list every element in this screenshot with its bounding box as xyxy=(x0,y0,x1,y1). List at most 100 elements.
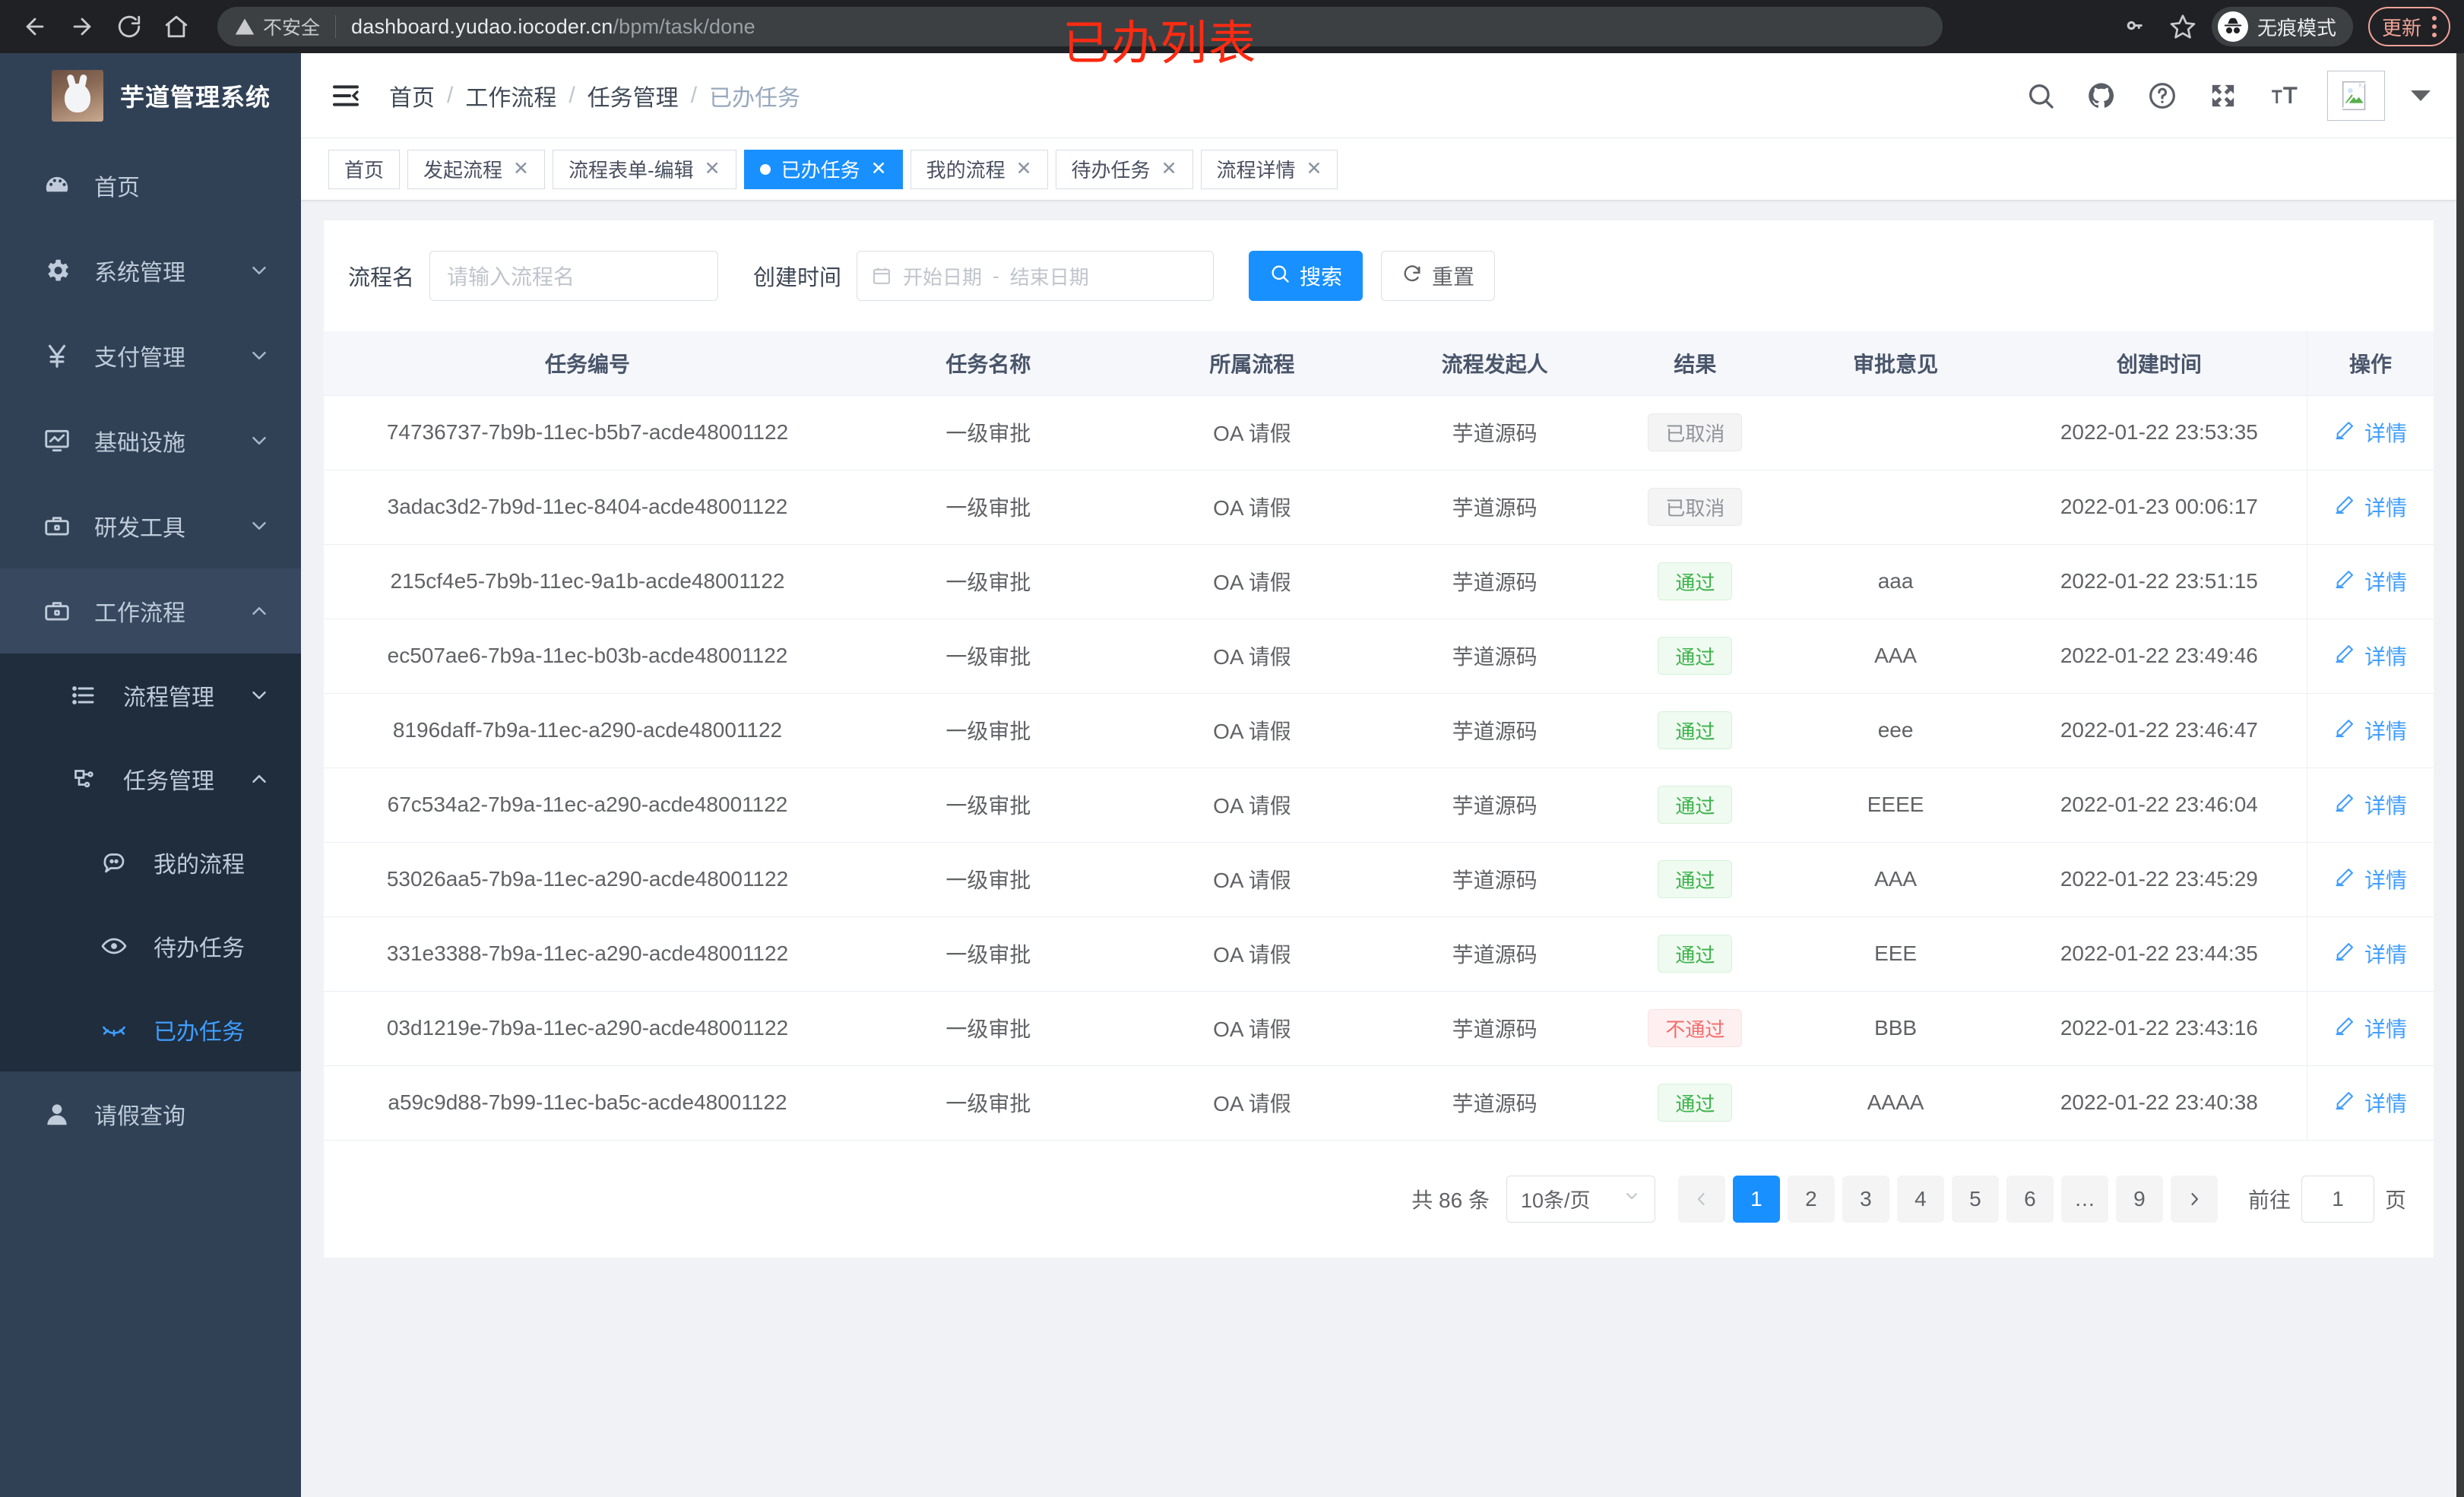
table-row: 331e3388-7b9a-11ec-a290-acde48001122 一级审批… xyxy=(324,916,2434,992)
active-dot-icon xyxy=(759,163,771,175)
sidebar-item-my-process[interactable]: 我的流程 xyxy=(0,821,301,904)
goto-page-input[interactable]: 1 xyxy=(2301,1175,2374,1223)
workflow-submenu: 流程管理 任务管理 xyxy=(0,654,301,1071)
cell-task-name: 一级审批 xyxy=(851,693,1126,768)
next-page-button[interactable] xyxy=(2170,1175,2218,1223)
sidebar-item-label: 首页 xyxy=(94,176,140,201)
brand[interactable]: 芋道管理系统 xyxy=(0,53,301,138)
menu-collapse-icon[interactable] xyxy=(328,78,363,113)
page-button-3[interactable]: 3 xyxy=(1842,1175,1889,1223)
sidebar-item-todo-task[interactable]: 待办任务 xyxy=(0,904,301,988)
forward-icon[interactable] xyxy=(62,7,102,46)
close-icon[interactable]: ✕ xyxy=(1161,158,1177,179)
browser-menu-icon[interactable] xyxy=(2432,16,2437,37)
close-icon[interactable]: ✕ xyxy=(870,158,887,179)
detail-link[interactable]: 详情 xyxy=(2334,938,2407,969)
help-icon[interactable] xyxy=(2145,78,2180,113)
sidebar-item-task-management[interactable]: 任务管理 xyxy=(0,737,301,821)
tab-process-form-edit[interactable]: 流程表单-编辑 ✕ xyxy=(552,149,736,189)
process-name-placeholder: 请输入流程名 xyxy=(447,265,575,289)
avatar[interactable] xyxy=(2327,70,2385,121)
list-icon xyxy=(70,682,111,709)
cell-created: 2022-01-22 23:49:46 xyxy=(2011,619,2307,694)
sidebar-item-system[interactable]: 系统管理 xyxy=(0,228,301,313)
tab-my-process[interactable]: 我的流程 ✕ xyxy=(910,149,1048,189)
gear-icon xyxy=(43,256,84,285)
sidebar-item-payment[interactable]: 支付管理 xyxy=(0,313,301,398)
prev-page-button[interactable] xyxy=(1677,1175,1725,1223)
content-card: 流程名 请输入流程名 创建时间 开始日期 - 结束日期 xyxy=(324,220,2434,1258)
password-key-icon[interactable] xyxy=(2117,8,2154,45)
detail-label: 详情 xyxy=(2364,422,2407,445)
briefcase-icon xyxy=(43,597,84,625)
tab-label: 流程表单-编辑 xyxy=(568,159,694,182)
page-ellipsis[interactable]: … xyxy=(2060,1175,2108,1223)
tab-todo-task[interactable]: 待办任务 ✕ xyxy=(1055,149,1193,189)
cell-initiator: 芋道源码 xyxy=(1378,619,1611,694)
edit-icon xyxy=(2334,792,2355,818)
page-button-9[interactable]: 9 xyxy=(2115,1175,2163,1223)
tab-home[interactable]: 首页 xyxy=(328,149,401,189)
close-icon[interactable]: ✕ xyxy=(1306,158,1322,179)
breadcrumb-item-2[interactable]: 任务管理 xyxy=(587,85,679,111)
detail-link[interactable]: 详情 xyxy=(2334,492,2407,522)
search-icon[interactable] xyxy=(2023,78,2058,113)
close-icon[interactable]: ✕ xyxy=(513,158,529,179)
sidebar-item-workflow[interactable]: 工作流程 xyxy=(0,568,301,654)
sidebar-item-home[interactable]: 首页 xyxy=(0,143,301,228)
detail-link[interactable]: 详情 xyxy=(2334,715,2407,745)
tab-start-process[interactable]: 发起流程 ✕ xyxy=(407,149,545,189)
sidebar-item-leave-query[interactable]: 请假查询 xyxy=(0,1071,301,1157)
close-icon[interactable]: ✕ xyxy=(1015,158,1032,179)
col-initiator: 流程发起人 xyxy=(1378,331,1611,396)
bookmark-star-icon[interactable] xyxy=(2165,8,2201,45)
font-size-icon[interactable] xyxy=(2266,78,2301,113)
status-badge: 通过 xyxy=(1658,860,1733,898)
sidebar-item-infrastructure[interactable]: 基础设施 xyxy=(0,398,301,483)
tab-done-task[interactable]: 已办任务 ✕ xyxy=(743,149,903,189)
goto-page: 前往 1 页 xyxy=(2248,1175,2406,1223)
process-name-input[interactable]: 请输入流程名 xyxy=(429,251,719,301)
page-button-2[interactable]: 2 xyxy=(1787,1175,1835,1223)
cell-created: 2022-01-22 23:45:29 xyxy=(2011,842,2307,917)
page-button-6[interactable]: 6 xyxy=(2006,1175,2054,1223)
create-time-range-picker[interactable]: 开始日期 - 结束日期 xyxy=(857,251,1215,301)
detail-link[interactable]: 详情 xyxy=(2334,417,2407,448)
cell-process: OA 请假 xyxy=(1125,916,1379,992)
detail-link[interactable]: 详情 xyxy=(2334,790,2407,820)
page-button-4[interactable]: 4 xyxy=(1896,1175,1944,1223)
detail-link[interactable]: 详情 xyxy=(2334,566,2407,597)
page-size-select[interactable]: 10条/页 xyxy=(1506,1175,1655,1223)
github-icon[interactable] xyxy=(2084,78,2119,113)
reload-icon[interactable] xyxy=(109,7,149,46)
sidebar-item-done-task[interactable]: 已办任务 xyxy=(0,988,301,1071)
cell-initiator: 芋道源码 xyxy=(1378,842,1611,917)
security-indicator[interactable]: 不安全 xyxy=(234,13,320,40)
breadcrumb-item-1[interactable]: 工作流程 xyxy=(465,85,557,111)
cell-opinion: AAA xyxy=(1779,842,2012,917)
detail-link[interactable]: 详情 xyxy=(2334,864,2407,894)
page-button-1[interactable]: 1 xyxy=(1732,1175,1780,1223)
tab-process-detail[interactable]: 流程详情 ✕ xyxy=(1200,149,1338,189)
search-button[interactable]: 搜索 xyxy=(1249,251,1363,301)
address-bar[interactable]: 不安全 dashboard.yudao.iocoder.cn/bpm/task/… xyxy=(217,7,1943,46)
fullscreen-icon[interactable] xyxy=(2206,78,2241,113)
sidebar-item-process-management[interactable]: 流程管理 xyxy=(0,654,301,737)
chevron-down-icon[interactable] xyxy=(2411,90,2431,101)
incognito-indicator[interactable]: 无痕模式 xyxy=(2211,7,2353,46)
chevron-down-icon xyxy=(1623,1187,1641,1211)
detail-link[interactable]: 详情 xyxy=(2334,1013,2407,1043)
home-icon[interactable] xyxy=(157,7,196,46)
user-icon xyxy=(43,1100,84,1128)
cell-process: OA 请假 xyxy=(1125,991,1379,1066)
back-icon[interactable] xyxy=(15,7,55,46)
reset-button[interactable]: 重置 xyxy=(1381,251,1496,301)
detail-link[interactable]: 详情 xyxy=(2334,641,2407,671)
close-icon[interactable]: ✕ xyxy=(704,158,721,179)
page-button-5[interactable]: 5 xyxy=(1951,1175,1999,1223)
detail-link[interactable]: 详情 xyxy=(2334,1087,2407,1118)
sidebar-item-devtools[interactable]: 研发工具 xyxy=(0,483,301,568)
update-button[interactable]: 更新 xyxy=(2367,7,2450,46)
breadcrumb-item-0[interactable]: 首页 xyxy=(389,85,435,111)
app-page: 芋道管理系统 首页 系统管理 xyxy=(0,53,2464,1497)
